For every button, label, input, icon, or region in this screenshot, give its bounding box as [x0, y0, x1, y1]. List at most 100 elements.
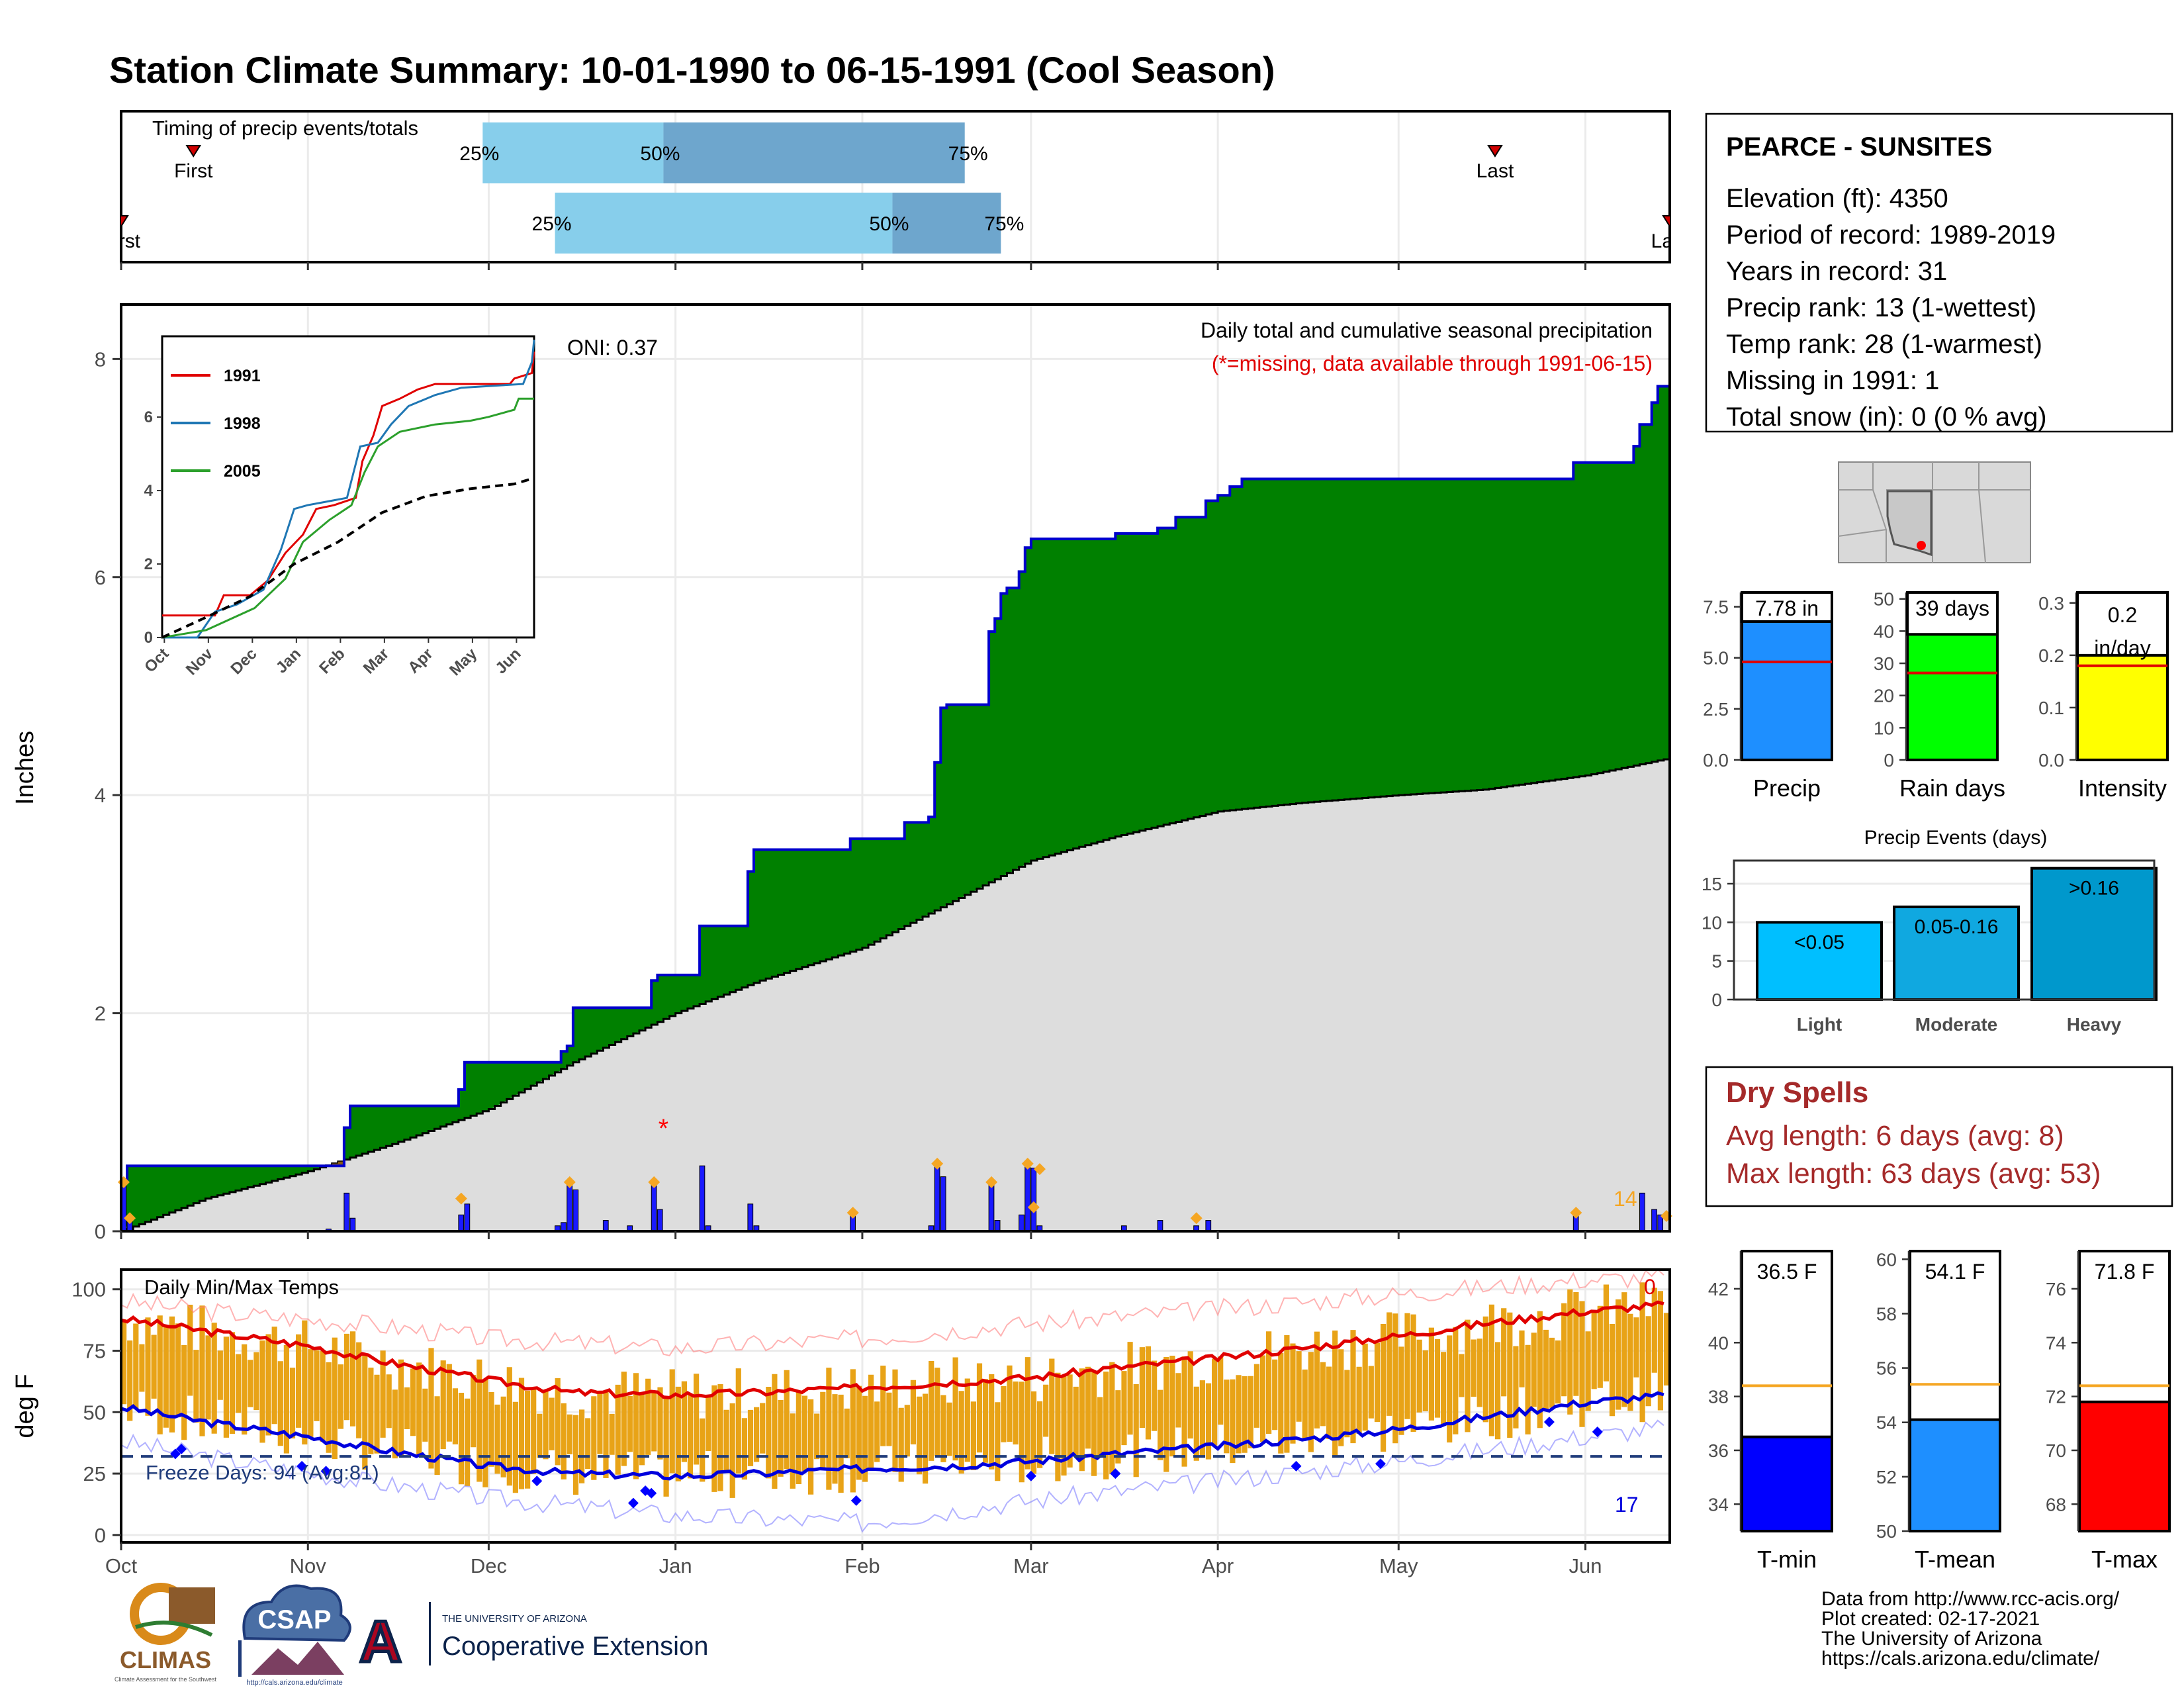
- station-info-border: [1705, 113, 2173, 433]
- daily-precip-bar: [458, 1214, 465, 1231]
- box-chart-precip: 0.0 2.5 5.0 7.5 Precip 7.78 in: [1703, 591, 1833, 802]
- timing-q75-label: 75%: [948, 143, 988, 165]
- timing-q50-label: 50%: [869, 213, 909, 235]
- box-chart-value-label: 39 days: [1915, 596, 1989, 620]
- footer-line: The University of Arizona: [1821, 1628, 2042, 1650]
- daily-precip-bar: [747, 1203, 754, 1231]
- station-info-line: Temp rank: 28 (1-warmest): [1726, 330, 2042, 359]
- box-chart-t-min: 34 36 38 40 42 T-min 36.5 F: [1708, 1250, 1833, 1573]
- box-chart-y-tick-label: 52: [1876, 1467, 1897, 1487]
- cumulative-1991-line: [121, 381, 1670, 1184]
- record-min-marker: [1291, 1460, 1302, 1472]
- ua-logo-divider: [429, 1602, 431, 1665]
- box-chart-value-unit: in/day: [2094, 636, 2150, 660]
- record-min-marker: [320, 1466, 332, 1477]
- precip-event-marker: [1190, 1212, 1203, 1225]
- oni-label: ONI: 0.37: [567, 336, 658, 359]
- inset-x-tick-label: Feb: [316, 645, 348, 677]
- average-max-temp-line: [121, 1300, 1664, 1399]
- precip-y-tick-label: 0: [95, 1220, 106, 1243]
- map-station-marker: [1917, 541, 1926, 550]
- box-chart-y-tick-label: 10: [1874, 718, 1894, 738]
- station-info-box: PEARCE - SUNSITES Elevation (ft): 4350 Pe…: [1705, 113, 2173, 433]
- timing-panel-border: [120, 110, 1671, 263]
- box-chart-y-tick-label: 5.0: [1703, 648, 1729, 669]
- footer-credits: Data from http://www.rcc-acis.org/ Plot …: [1821, 1588, 2120, 1669]
- inset-series-line: [161, 397, 534, 639]
- precip-events-category-label: Light: [1797, 1014, 1842, 1035]
- temp-y-axis-label: deg F: [11, 1374, 39, 1438]
- daily-precip-bar: [567, 1182, 573, 1231]
- box-chart-value-label: 71.8 F: [2095, 1260, 2155, 1284]
- station-info-line: Total snow (in): 0 (0 % avg): [1726, 402, 2047, 432]
- box-chart-y-tick-label: 0.0: [1703, 750, 1729, 771]
- inset-legend-label: 1998: [224, 414, 261, 433]
- daily-precip-bar: [1205, 1220, 1212, 1231]
- record-min-temp-line: [121, 1419, 1664, 1533]
- box-chart-y-tick-label: 0: [1884, 750, 1894, 771]
- precip-events-category-label: Heavy: [2067, 1014, 2122, 1035]
- ua-block-a-icon: A: [359, 1609, 402, 1674]
- climas-logo-swoosh: [135, 1620, 213, 1637]
- freeze-days-label: Freeze Days: 94 (Avg:81): [146, 1461, 379, 1484]
- temp-y-tick-label: 50: [83, 1401, 106, 1424]
- timing-quartile-bar-upper: [892, 193, 1001, 254]
- inset-x-tick-label: Nov: [183, 645, 217, 679]
- box-chart-value-bar: [2078, 1400, 2171, 1533]
- timing-quartile-bar-upper: [663, 122, 965, 183]
- precip-events-bar: [2030, 867, 2158, 1001]
- precip-events-bar-label: <0.05: [1794, 931, 1844, 953]
- daily-precip-bar: [602, 1220, 609, 1231]
- precip-event-marker: [455, 1192, 467, 1205]
- record-min-marker: [850, 1495, 862, 1506]
- precip-events-y-tick-label: 15: [1702, 874, 1722, 894]
- box-chart-value-bar: [1741, 599, 1833, 762]
- timing-row-label: 1991: [64, 212, 109, 235]
- precip-y-tick-label: 8: [95, 348, 106, 371]
- box-chart-y-tick-label: 0.3: [2038, 593, 2064, 614]
- inset-legend-label: 1991: [224, 367, 261, 385]
- dry-spells-max-length: Max length: 63 days (avg: 53): [1726, 1158, 2101, 1190]
- timing-row-label: Avg: [74, 142, 109, 165]
- precip-event-marker: [846, 1207, 859, 1219]
- arizona-map: [1838, 461, 2031, 563]
- record-min-marker: [1110, 1468, 1121, 1479]
- inset-average-line: [161, 477, 535, 639]
- footer-line: Plot created: 02-17-2021: [1821, 1608, 2040, 1630]
- inset-x-tick-label: Jun: [492, 645, 524, 677]
- box-chart-y-tick-label: 40: [1708, 1333, 1729, 1353]
- inset-legend-label: 2005: [224, 462, 261, 481]
- timing-first-label: First: [174, 160, 213, 182]
- daily-temp-range-bars: [121, 1282, 1670, 1498]
- record-min-marker: [1543, 1417, 1555, 1428]
- box-chart-y-tick-label: 0.0: [2038, 750, 2064, 771]
- box-chart-label-box: [2076, 591, 2169, 657]
- box-chart-y-tick-label: 34: [1708, 1494, 1729, 1515]
- precip-events-bar-label: 0.05-0.16: [1915, 916, 1999, 938]
- temperature-panel-border: [120, 1268, 1671, 1544]
- precip-events-title: Precip Events (days): [1864, 827, 2048, 849]
- station-info-line: Years in record: 31: [1726, 257, 1947, 286]
- temp-y-tick-label: 25: [83, 1462, 106, 1485]
- month-tick-label: Mar: [1013, 1554, 1048, 1577]
- box-chart-y-tick-label: 36: [1708, 1440, 1729, 1461]
- average-min-temp-line: [121, 1391, 1664, 1481]
- box-chart-y-tick-label: 56: [1876, 1358, 1897, 1379]
- climas-logo-subtext: Climate Assessment for the Southwest: [114, 1676, 217, 1683]
- daily-precip-bar: [657, 1209, 663, 1231]
- cumulative-precip-panel: * 0 2 4 6 8 Daily total and cumulative seaso…: [11, 262, 1672, 1243]
- box-chart-value-bar: [1909, 1418, 2001, 1532]
- inset-frame: [161, 335, 535, 639]
- box-chart-y-tick-label: 0.2: [2038, 645, 2064, 666]
- daily-precip-bar: [988, 1182, 995, 1231]
- cumulative-panel-subtitle: (*=missing, data available through 1991-…: [1212, 352, 1653, 375]
- climas-logo-block: [169, 1587, 215, 1624]
- precip-events-panel: Precip Events (days) <0.05 Light 0.05-0.16 M…: [1702, 827, 2158, 1035]
- ua-logo-small-text: THE UNIVERSITY OF ARIZONA: [442, 1613, 587, 1624]
- record-max-temp-line: [121, 1270, 1664, 1357]
- inset-x-tick-label: Apr: [404, 645, 436, 677]
- precip-events-bar: [1893, 906, 2020, 1001]
- climas-logo-text: CLIMAS: [120, 1646, 211, 1673]
